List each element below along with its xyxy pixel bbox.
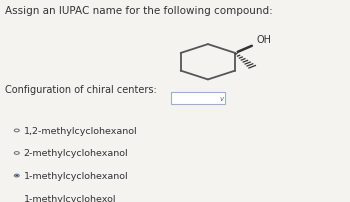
- Text: 1-methylcyclohexanol: 1-methylcyclohexanol: [24, 171, 128, 180]
- Circle shape: [15, 175, 18, 177]
- Text: 1,2-methylcyclohexanol: 1,2-methylcyclohexanol: [24, 126, 138, 135]
- Circle shape: [14, 152, 19, 155]
- Text: 2-methylcyclohexanol: 2-methylcyclohexanol: [24, 149, 128, 158]
- Circle shape: [14, 129, 19, 132]
- Text: OH: OH: [256, 35, 271, 45]
- Text: Assign an IUPAC name for the following compound:: Assign an IUPAC name for the following c…: [5, 6, 273, 16]
- FancyBboxPatch shape: [171, 93, 225, 104]
- Circle shape: [14, 174, 19, 177]
- Text: Configuration of chiral centers:: Configuration of chiral centers:: [5, 85, 157, 95]
- Text: 1-methylcyclohexol: 1-methylcyclohexol: [24, 194, 116, 202]
- Circle shape: [14, 197, 19, 200]
- Text: v: v: [219, 96, 223, 102]
